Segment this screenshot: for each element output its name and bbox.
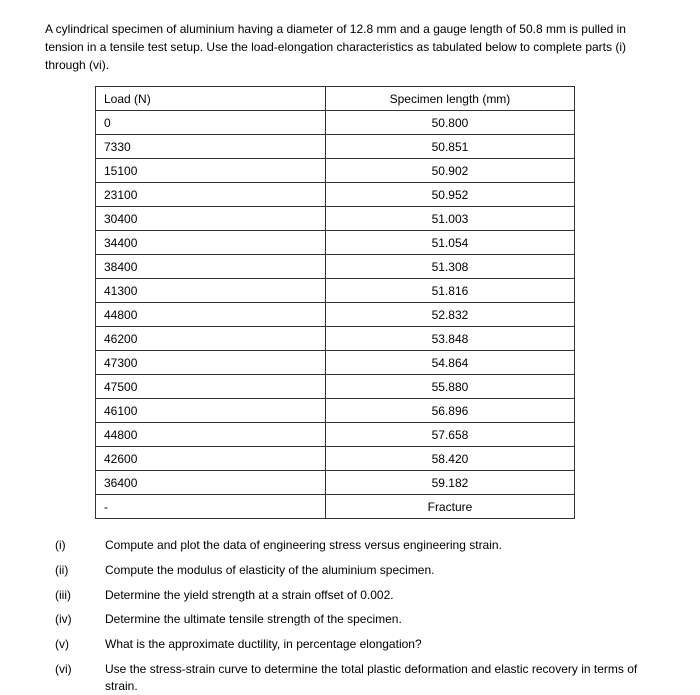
length-cell: 59.182 — [325, 471, 574, 495]
question-text: What is the approximate ductility, in pe… — [105, 636, 655, 653]
length-cell: 53.848 — [325, 327, 574, 351]
table-row: 4480057.658 — [96, 423, 575, 447]
question-text: Compute and plot the data of engineering… — [105, 537, 655, 554]
load-cell: 34400 — [96, 231, 326, 255]
load-cell: 47300 — [96, 351, 326, 375]
table-row: 3640059.182 — [96, 471, 575, 495]
load-cell: - — [96, 495, 326, 519]
length-cell: Fracture — [325, 495, 574, 519]
question-number: (iii) — [55, 587, 105, 604]
length-cell: 51.816 — [325, 279, 574, 303]
load-cell: 30400 — [96, 207, 326, 231]
table-row: 4730054.864 — [96, 351, 575, 375]
load-cell: 23100 — [96, 183, 326, 207]
question-text: Use the stress-strain curve to determine… — [105, 661, 655, 695]
length-cell: 51.054 — [325, 231, 574, 255]
load-cell: 7330 — [96, 135, 326, 159]
question-number: (ii) — [55, 562, 105, 579]
load-cell: 44800 — [96, 423, 326, 447]
table-row: 1510050.902 — [96, 159, 575, 183]
load-cell: 46100 — [96, 399, 326, 423]
table-row: 4130051.816 — [96, 279, 575, 303]
table-row: 4260058.420 — [96, 447, 575, 471]
length-cell: 50.851 — [325, 135, 574, 159]
table-row: 4610056.896 — [96, 399, 575, 423]
question-item: (iii)Determine the yield strength at a s… — [55, 587, 655, 604]
question-item: (vi)Use the stress-strain curve to deter… — [55, 661, 655, 695]
length-cell: 50.952 — [325, 183, 574, 207]
question-number: (v) — [55, 636, 105, 653]
load-cell: 36400 — [96, 471, 326, 495]
load-cell: 0 — [96, 111, 326, 135]
questions-list: (i)Compute and plot the data of engineer… — [45, 537, 655, 695]
question-item: (iv)Determine the ultimate tensile stren… — [55, 611, 655, 628]
column-header-length: Specimen length (mm) — [325, 87, 574, 111]
question-text: Determine the yield strength at a strain… — [105, 587, 655, 604]
load-cell: 47500 — [96, 375, 326, 399]
length-cell: 52.832 — [325, 303, 574, 327]
table-row: 3840051.308 — [96, 255, 575, 279]
length-cell: 55.880 — [325, 375, 574, 399]
table-row: 050.800 — [96, 111, 575, 135]
data-table-container: Load (N) Specimen length (mm) 050.800733… — [45, 86, 655, 519]
table-row: 733050.851 — [96, 135, 575, 159]
length-cell: 50.902 — [325, 159, 574, 183]
length-cell: 51.308 — [325, 255, 574, 279]
length-cell: 58.420 — [325, 447, 574, 471]
question-item: (v)What is the approximate ductility, in… — [55, 636, 655, 653]
question-text: Compute the modulus of elasticity of the… — [105, 562, 655, 579]
load-cell: 44800 — [96, 303, 326, 327]
length-cell: 54.864 — [325, 351, 574, 375]
question-item: (ii)Compute the modulus of elasticity of… — [55, 562, 655, 579]
table-row: 3040051.003 — [96, 207, 575, 231]
length-cell: 51.003 — [325, 207, 574, 231]
table-row: 2310050.952 — [96, 183, 575, 207]
question-number: (i) — [55, 537, 105, 554]
table-row: -Fracture — [96, 495, 575, 519]
problem-statement: A cylindrical specimen of aluminium havi… — [45, 20, 655, 74]
question-text: Determine the ultimate tensile strength … — [105, 611, 655, 628]
length-cell: 56.896 — [325, 399, 574, 423]
table-row: 3440051.054 — [96, 231, 575, 255]
length-cell: 50.800 — [325, 111, 574, 135]
question-item: (i)Compute and plot the data of engineer… — [55, 537, 655, 554]
question-number: (vi) — [55, 661, 105, 695]
load-cell: 41300 — [96, 279, 326, 303]
table-header-row: Load (N) Specimen length (mm) — [96, 87, 575, 111]
load-cell: 42600 — [96, 447, 326, 471]
load-cell: 38400 — [96, 255, 326, 279]
load-elongation-table: Load (N) Specimen length (mm) 050.800733… — [95, 86, 575, 519]
load-cell: 15100 — [96, 159, 326, 183]
question-number: (iv) — [55, 611, 105, 628]
table-row: 4620053.848 — [96, 327, 575, 351]
length-cell: 57.658 — [325, 423, 574, 447]
load-cell: 46200 — [96, 327, 326, 351]
table-row: 4750055.880 — [96, 375, 575, 399]
column-header-load: Load (N) — [96, 87, 326, 111]
table-row: 4480052.832 — [96, 303, 575, 327]
